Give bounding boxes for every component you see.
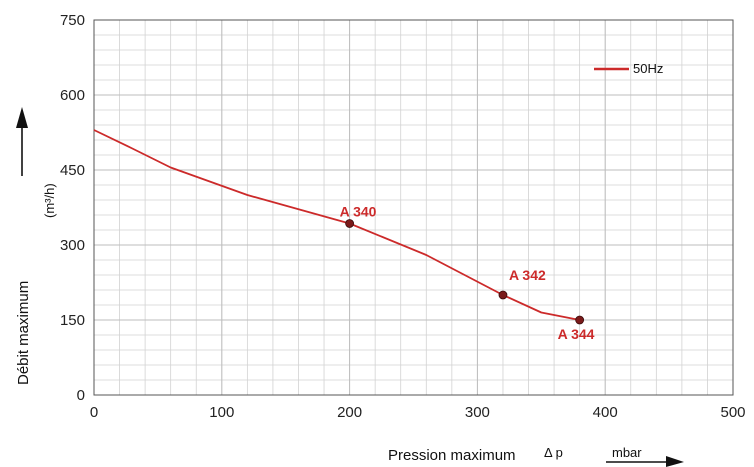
x-tick-labels: 0 100 200 300 400 500	[90, 404, 746, 421]
x-axis-title-group: Pression maximum Δ p mbar	[388, 445, 684, 467]
y-tick-label: 0	[77, 387, 85, 404]
x-tick-label: 100	[209, 404, 234, 421]
x-axis-unit: mbar	[612, 445, 642, 460]
x-tick-label: 200	[337, 404, 362, 421]
plot-border	[93, 19, 734, 396]
plot-frame	[93, 19, 734, 396]
annotation-label: A 342	[509, 267, 546, 283]
series-line-50Hz	[93, 129, 580, 321]
annotation-layer: A 340 A 342 A 344	[340, 204, 595, 343]
y-tick-label: 150	[60, 312, 85, 329]
y-tick-labels: 0 150 300 450 600 750	[60, 12, 85, 404]
annotation-label: A 340	[340, 204, 377, 220]
x-tick-label: 300	[465, 404, 490, 421]
legend-label: 50Hz	[633, 61, 663, 76]
grid-minor	[93, 19, 734, 396]
annotation-label: A 344	[558, 326, 595, 342]
y-axis-unit: (m³/h)	[42, 183, 57, 218]
y-tick-label: 300	[60, 237, 85, 254]
legend: 50Hz	[594, 61, 663, 76]
y-axis-title-group: Débit maximum (m³/h)	[15, 107, 57, 385]
annotation-marker	[498, 290, 508, 300]
x-tick-label: 400	[593, 404, 618, 421]
grid-major	[93, 19, 734, 396]
y-tick-label: 750	[60, 12, 85, 29]
series-layer	[93, 129, 580, 321]
annotation-marker	[575, 315, 585, 325]
x-axis-arrow-icon	[666, 456, 684, 467]
x-tick-label: 500	[720, 404, 745, 421]
y-axis-title: Débit maximum	[15, 281, 32, 385]
y-axis-arrow-icon	[16, 107, 28, 128]
x-axis-symbol: Δ p	[544, 445, 563, 460]
y-tick-label: 600	[60, 87, 85, 104]
annotation-marker	[345, 219, 355, 228]
x-axis-title: Pression maximum	[388, 447, 516, 464]
x-tick-label: 0	[90, 404, 98, 421]
y-tick-label: 450	[60, 162, 85, 179]
